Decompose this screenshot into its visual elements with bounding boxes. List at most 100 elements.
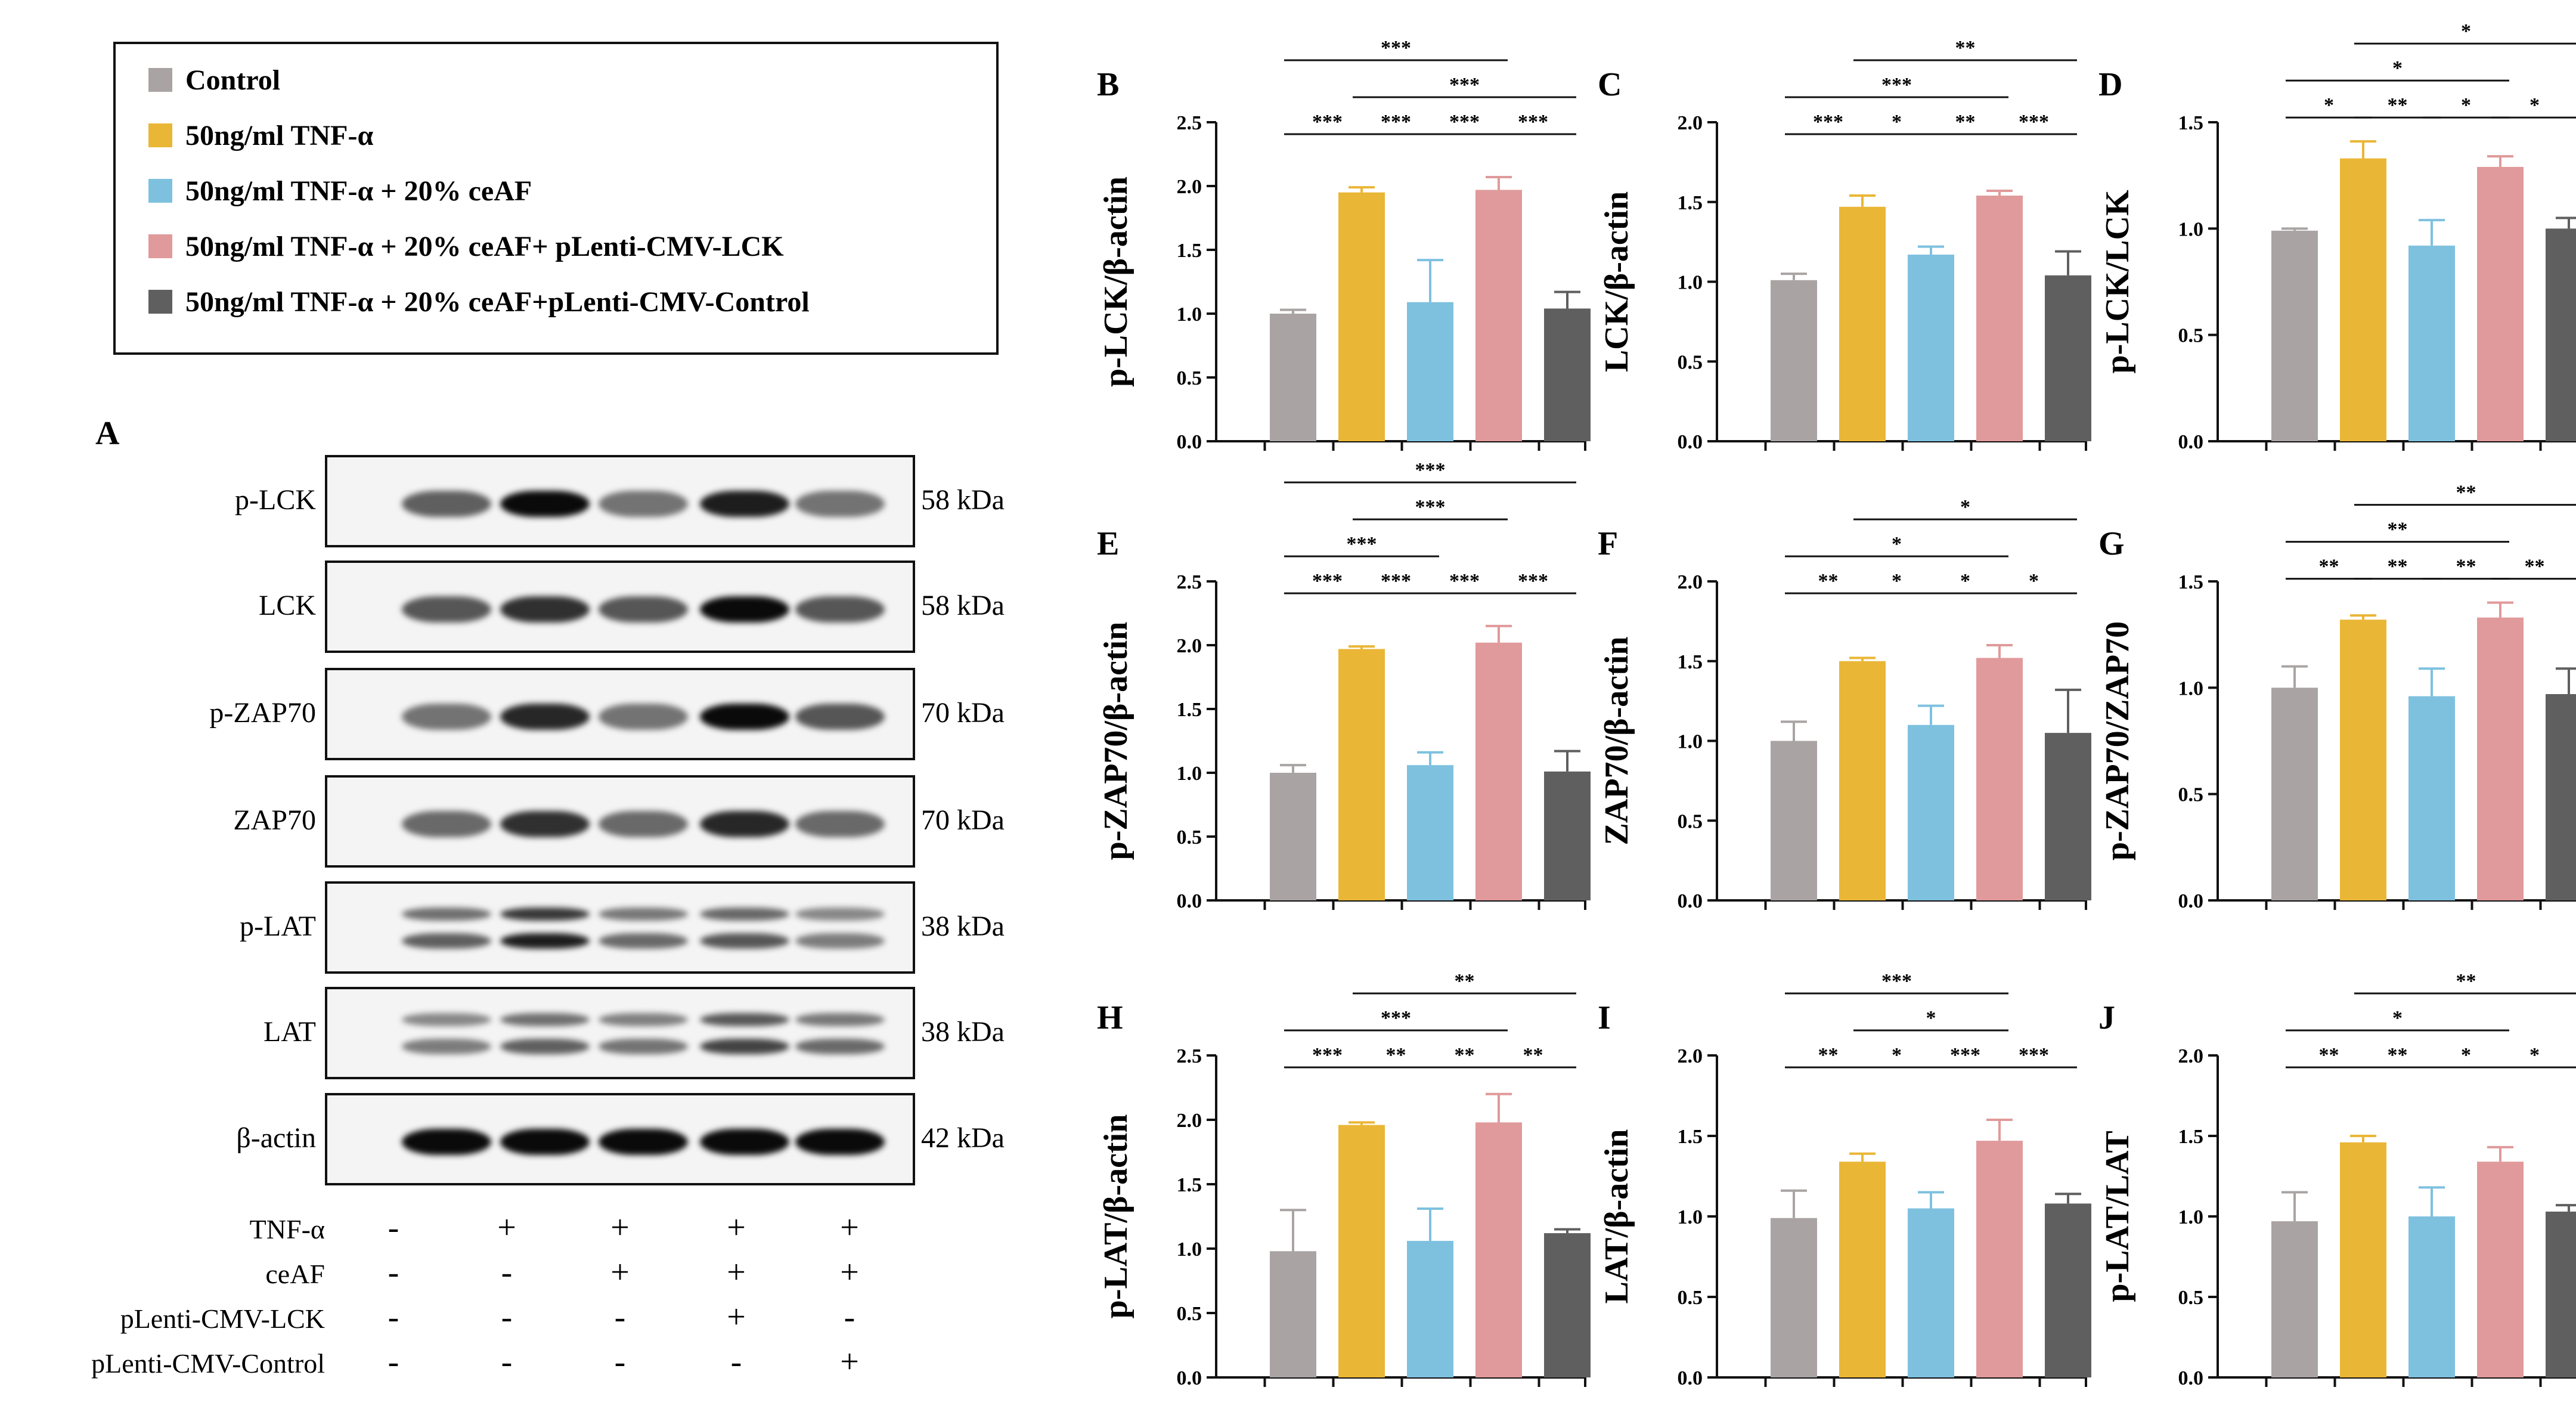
blot-row-label: p-LAT (240, 910, 316, 942)
bar (2546, 694, 2576, 900)
treatment-label: TNF-α (249, 1214, 325, 1244)
y-tick-label: 1.0 (2178, 677, 2204, 699)
y-tick-label: 1.5 (2178, 1126, 2204, 1148)
chart-panel-g: Gp-ZAP70/ZAP70 0.0 0.5 1.0 1.5 ** ** ** ** ** ** (2098, 482, 2576, 912)
bar (2340, 620, 2386, 900)
y-axis-label: p-LAT/β-actin (1098, 1114, 1134, 1319)
blot-strip (325, 668, 915, 760)
bar (1771, 741, 1817, 900)
molecular-weight-label: 58 kDa (921, 484, 1005, 516)
blot-strip (325, 775, 915, 868)
treatment-sign: + (727, 1209, 746, 1246)
bar (2477, 617, 2524, 900)
blot-band (402, 596, 491, 623)
y-tick-label: 1.0 (1177, 763, 1202, 785)
blot-band (700, 596, 789, 623)
significance-label: *** (1381, 570, 1411, 592)
bar (2408, 1216, 2455, 1377)
legend-swatch-control-vector (148, 290, 172, 314)
panel-letter-a: A (95, 415, 120, 452)
treatment-sign: - (388, 1209, 399, 1246)
y-tick-label: 1.5 (2178, 112, 2204, 134)
molecular-weight-label: 38 kDa (921, 910, 1005, 942)
blot-row-label: p-LCK (235, 484, 316, 516)
y-tick-label: 2.0 (1177, 176, 1202, 198)
bar (2546, 1211, 2576, 1377)
blot-band (500, 1128, 590, 1155)
treatment-sign: + (727, 1299, 746, 1336)
blot-band (700, 810, 789, 837)
y-tick-label: 0.0 (1678, 431, 1703, 453)
significance-label: *** (1950, 1044, 1980, 1066)
treatment-sign: - (614, 1343, 626, 1380)
blot-band (700, 1012, 789, 1026)
legend-item: 50ng/ml TNF-α (148, 117, 373, 153)
treatment-sign: + (840, 1254, 859, 1291)
significance-label: *** (1381, 37, 1411, 59)
significance-label: *** (1813, 111, 1843, 133)
significance-label: ** (2388, 1044, 2408, 1066)
blot-strip (325, 1093, 915, 1185)
legend-swatch-ceaf (148, 179, 172, 203)
y-tick-label: 1.5 (1177, 699, 1202, 721)
y-axis-label: p-LCK/LCK (2099, 190, 2136, 373)
bar (1839, 206, 1886, 441)
bar (1338, 649, 1385, 900)
significance-label: ** (2456, 970, 2476, 992)
bar (1839, 1162, 1886, 1377)
y-tick-label: 0.0 (2178, 1367, 2204, 1389)
significance-label: * (2529, 94, 2540, 116)
panel-letter: G (2098, 525, 2125, 562)
legend-label: 50ng/ml TNF-α + 20% ceAF+ pLenti-CMV-LCK (185, 230, 784, 262)
blot-band (599, 933, 688, 949)
blot-band (700, 1128, 789, 1155)
y-axis-label: ZAP70/β-actin (1598, 637, 1635, 846)
panel-letter: D (2098, 66, 2122, 103)
blot-band (795, 490, 885, 517)
y-tick-label: 0.5 (2178, 325, 2204, 347)
significance-label: *** (1381, 111, 1411, 133)
significance-label: *** (1312, 1044, 1343, 1066)
y-tick-label: 0.5 (1678, 351, 1703, 373)
bar (1475, 642, 1522, 900)
treatment-sign: - (730, 1343, 742, 1380)
treatment-label: pLenti-CMV-Control (91, 1348, 325, 1379)
blot-band (700, 703, 789, 730)
y-axis-label: p-LAT/LAT (2099, 1131, 2136, 1302)
treatment-sign: + (840, 1343, 859, 1380)
significance-label: ** (1818, 570, 1839, 592)
significance-label: ** (1386, 1044, 1406, 1066)
legend-label: 50ng/ml TNF-α (185, 119, 374, 151)
treatment-sign: + (727, 1254, 746, 1291)
molecular-weight-label: 58 kDa (921, 589, 1005, 621)
y-axis-label: p-LCK/β-actin (1098, 176, 1134, 387)
blot-band (599, 596, 688, 623)
bar (2340, 1142, 2386, 1377)
bar (1475, 190, 1522, 441)
legend-item: 50ng/ml TNF-α + 20% ceAF+ pLenti-CMV-LCK (148, 228, 784, 264)
bar (1544, 308, 1591, 441)
panel-letter: C (1598, 66, 1622, 103)
bar (2045, 275, 2091, 441)
significance-label: * (1892, 570, 1902, 592)
bar (1976, 196, 2023, 441)
bar (2271, 688, 2318, 900)
blot-strip (325, 881, 915, 974)
bar (1544, 1233, 1591, 1377)
significance-label: *** (1312, 570, 1343, 592)
y-tick-label: 1.5 (1678, 192, 1703, 214)
legend: Control 50ng/ml TNF-α 50ng/ml TNF-α + 20… (113, 42, 999, 355)
blot-band (402, 907, 491, 921)
blot-band (700, 933, 789, 949)
blot-band (795, 933, 885, 949)
blot-band (700, 1038, 789, 1054)
blot-band (402, 933, 491, 949)
y-tick-label: 1.0 (1678, 731, 1703, 753)
significance-label: *** (1415, 496, 1446, 518)
y-tick-label: 1.0 (2178, 1206, 2204, 1228)
bar (2408, 245, 2455, 441)
significance-label: *** (2019, 1044, 2049, 1066)
legend-swatch-lck (148, 234, 172, 258)
